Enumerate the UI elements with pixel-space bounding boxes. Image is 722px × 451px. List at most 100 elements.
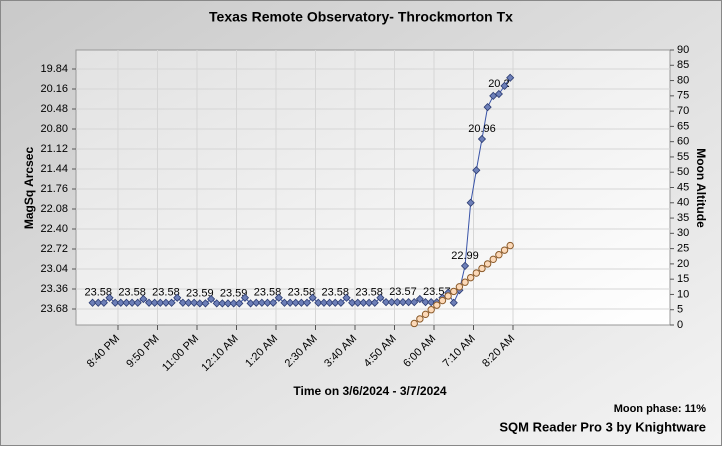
mag-marker <box>387 298 396 307</box>
moon-marker <box>466 273 475 282</box>
mag-marker <box>302 298 312 307</box>
mag-marker <box>252 298 261 307</box>
y2-tick-label: 40 <box>677 197 689 209</box>
mag-marker <box>229 299 238 308</box>
mag-marker <box>421 298 430 307</box>
mag-marker <box>460 261 470 270</box>
data-label: 23.59 <box>186 287 214 299</box>
data-label: 23.58 <box>355 287 383 299</box>
mag-marker <box>393 298 402 307</box>
y2-tick-label: 45 <box>677 181 689 193</box>
y-tick-label: 19.84 <box>40 63 68 75</box>
mag-marker <box>274 293 283 302</box>
mag-marker <box>122 298 131 307</box>
y2-tick-label: 65 <box>677 120 689 132</box>
moon-marker <box>438 296 447 305</box>
y-tick-label: 21.12 <box>40 143 68 155</box>
mag-marker <box>105 293 114 302</box>
y2-tick-label: 10 <box>677 288 689 300</box>
mag-marker <box>212 299 221 308</box>
mag-marker <box>410 298 419 307</box>
y2-tick-label: 30 <box>677 227 689 239</box>
mag-marker <box>319 298 329 307</box>
moon-marker <box>483 260 492 268</box>
mag-marker <box>144 298 154 307</box>
mag-marker <box>348 298 357 307</box>
mag-marker <box>257 298 266 307</box>
mag-marker <box>223 299 233 308</box>
moon-marker <box>455 283 464 291</box>
mag-marker <box>201 299 210 308</box>
mag-marker <box>139 294 148 304</box>
mag-marker <box>156 298 165 307</box>
y2-tick-label: 50 <box>677 166 689 178</box>
mag-marker <box>207 294 216 304</box>
y-tick-label: 21.76 <box>40 183 68 195</box>
y-tick-label: 23.04 <box>40 263 68 275</box>
mag-marker <box>506 73 515 82</box>
mag-marker <box>466 198 475 207</box>
mag-marker <box>308 293 317 302</box>
moon-marker <box>427 306 435 314</box>
mag-marker <box>365 298 374 307</box>
y2-tick-label: 60 <box>677 136 689 148</box>
mag-marker <box>263 298 272 307</box>
data-label: 23.58 <box>84 287 112 299</box>
mag-marker <box>150 298 159 307</box>
y-axis-title: MagSq Arcsec <box>22 147 36 230</box>
plot-area <box>75 49 671 326</box>
y2-tick-label: 5 <box>677 304 683 316</box>
mag-marker <box>161 298 171 307</box>
y-tick-label: 20.48 <box>40 103 68 115</box>
y-tick-label: 22.08 <box>40 203 68 215</box>
moon-marker <box>461 278 469 286</box>
data-label: 23.58 <box>152 287 180 299</box>
mag-marker <box>116 298 125 307</box>
mag-marker <box>404 298 413 307</box>
data-label: 20.96 <box>468 123 496 135</box>
moon-marker <box>506 241 514 250</box>
moon-marker <box>495 251 503 259</box>
data-label: 23.58 <box>254 287 282 299</box>
mag-marker <box>325 298 334 307</box>
y-tick-label: 22.40 <box>40 223 68 235</box>
mag-marker <box>269 298 278 307</box>
mag-marker <box>218 299 227 308</box>
mag-marker <box>167 298 176 307</box>
y-tick-label: 20.80 <box>40 123 68 135</box>
mag-marker <box>173 293 182 302</box>
y-tick-label: 20.16 <box>40 83 68 95</box>
data-label: 23.58 <box>118 287 146 299</box>
mag-marker <box>286 298 295 307</box>
x-axis-title: Time on 3/6/2024 - 3/7/2024 <box>293 384 447 398</box>
moon-marker <box>450 287 458 296</box>
mag-marker <box>359 298 368 307</box>
mag-marker <box>494 89 503 99</box>
y2-tick-label: 35 <box>677 212 689 224</box>
moon-marker <box>444 292 452 300</box>
y2-tick-label: 15 <box>677 273 689 285</box>
chart-title: Texas Remote Observatory- Throckmorton T… <box>209 9 513 25</box>
mag-marker <box>477 134 487 144</box>
mag-marker <box>483 103 492 112</box>
mag-marker <box>184 298 193 307</box>
moon-marker <box>478 264 486 273</box>
mag-marker <box>94 298 103 307</box>
data-label: 23.58 <box>321 287 349 299</box>
mag-marker <box>336 298 345 307</box>
mag-marker <box>314 298 323 307</box>
moon-marker <box>416 315 424 323</box>
y2-tick-label: 85 <box>677 59 689 71</box>
mag-marker <box>376 293 385 302</box>
y-tick-label: 23.36 <box>40 283 68 295</box>
mag-marker <box>195 299 204 308</box>
y2-tick-label: 0 <box>677 319 683 331</box>
mag-marker <box>88 298 97 307</box>
mag-marker <box>472 166 481 175</box>
y2-tick-label: 20 <box>677 258 689 270</box>
y2-tick-label: 55 <box>677 151 689 163</box>
mag-marker <box>331 298 340 307</box>
mag-marker <box>415 294 424 304</box>
data-label: 23.57 <box>389 286 417 298</box>
